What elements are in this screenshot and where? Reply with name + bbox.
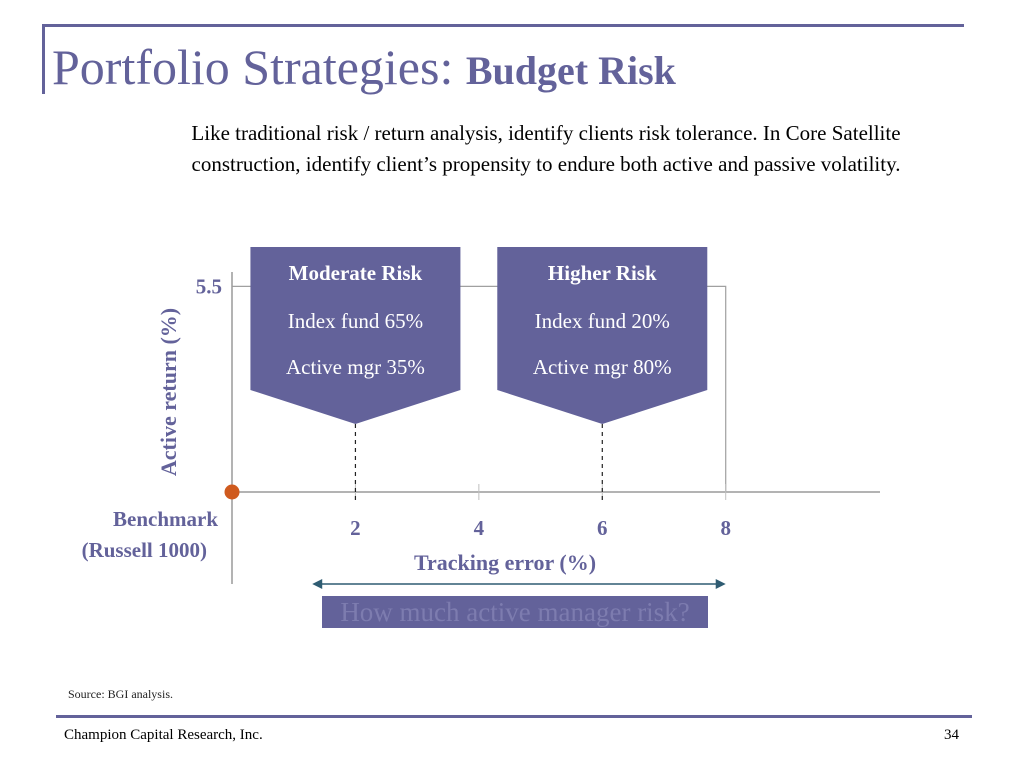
chart-callouts: Moderate Risk Index fund 65% Active mgr 35… — [250, 247, 708, 500]
benchmark-point — [224, 484, 240, 500]
footer-company: Champion Capital Research, Inc. — [64, 727, 263, 743]
x-tick-label: 2 — [350, 516, 361, 540]
page-number: 34 — [944, 727, 959, 743]
x-tick-label: 8 — [720, 516, 731, 540]
slide-title: Portfolio Strategies: Budget Risk — [52, 36, 676, 102]
x-axis-title: Tracking error (%) — [414, 550, 596, 575]
callout-active-mgr: Active mgr 80% — [533, 355, 672, 379]
title-left-rule — [42, 24, 45, 94]
question-banner: How much active manager risk? — [322, 596, 708, 628]
x-tick-label: 4 — [474, 516, 485, 540]
range-arrow-left-head — [312, 579, 323, 589]
callout-box — [497, 247, 708, 424]
y-tick-label: 5.5 — [196, 274, 222, 298]
callout-title: Moderate Risk — [289, 261, 423, 285]
callout-box — [250, 247, 461, 424]
benchmark-label: Benchmark — [113, 507, 218, 531]
x-tick-label: 6 — [597, 516, 608, 540]
benchmark-sublabel: (Russell 1000) — [82, 538, 207, 562]
title-main: Portfolio Strategies: — [52, 39, 454, 95]
footer-rule — [56, 715, 972, 718]
y-axis-title: Active return (%) — [156, 308, 181, 476]
title-bold: Budget Risk — [465, 48, 676, 93]
callout-index-fund: Index fund 65% — [288, 309, 423, 333]
source-note: Source: BGI analysis. — [68, 687, 173, 701]
intro-paragraph: Like traditional risk / return analysis,… — [191, 121, 901, 176]
range-arrow-right-head — [715, 579, 726, 589]
callout-index-fund: Index fund 20% — [535, 309, 670, 333]
callout-title: Higher Risk — [548, 261, 657, 285]
chart-labels: 2 4 6 8 5.5 Tracking error (%) Active return (… — [82, 274, 731, 575]
callout-active-mgr: Active mgr 35% — [286, 355, 425, 379]
title-top-rule — [42, 24, 964, 27]
chart-marks — [224, 484, 726, 589]
